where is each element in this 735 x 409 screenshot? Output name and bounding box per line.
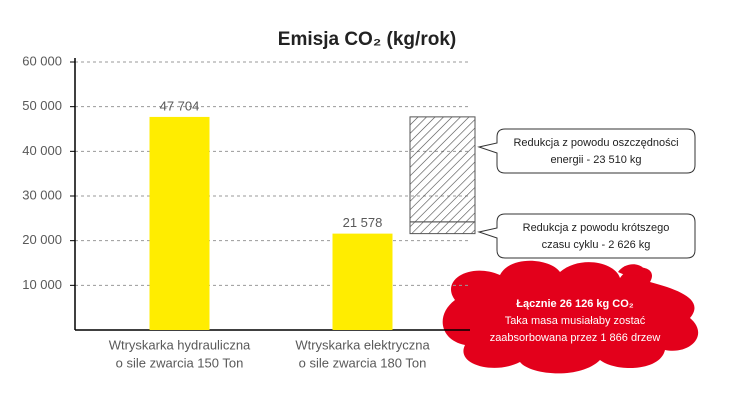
y-tick-label: 60 000 [22, 53, 62, 68]
value-label: 21 578 [343, 215, 383, 230]
callout-text: Redukcja z powodu krótszego [523, 222, 670, 234]
callout-text: Redukcja z powodu oszczędności [513, 137, 678, 149]
callout-box [477, 128, 696, 174]
bar [332, 233, 393, 330]
cloud-text: zaabsorbowana przez 1 866 drzew [490, 332, 661, 344]
value-label: 47 704 [160, 98, 200, 113]
callout-box [477, 213, 696, 259]
reduction-segment [409, 116, 476, 223]
x-tick-label: Wtryskarka hydrauliczna [109, 337, 251, 352]
y-tick-label: 40 000 [22, 143, 62, 158]
y-tick-label: 50 000 [22, 98, 62, 113]
bar [149, 116, 210, 330]
callout-text: energii - 23 510 kg [550, 154, 641, 166]
x-tick-label: Wtryskarka elektryczna [295, 337, 430, 352]
y-tick-label: 10 000 [22, 277, 62, 292]
reduction-segment [409, 221, 476, 235]
x-tick-label: o sile zwarcia 150 Ton [116, 355, 244, 370]
y-tick-label: 20 000 [22, 232, 62, 247]
total-cloud [442, 260, 699, 374]
cloud-text: Łącznie 26 126 kg CO₂ [516, 298, 633, 310]
cloud-text: Taka masa musiałaby zostać [505, 315, 646, 327]
cloud-puff [618, 264, 645, 276]
chart-title: Emisja CO₂ (kg/rok) [278, 29, 456, 50]
x-tick-label: o sile zwarcia 180 Ton [299, 355, 427, 370]
callout-text: czasu cyklu - 2 626 kg [542, 239, 651, 251]
y-tick-label: 30 000 [22, 187, 62, 202]
